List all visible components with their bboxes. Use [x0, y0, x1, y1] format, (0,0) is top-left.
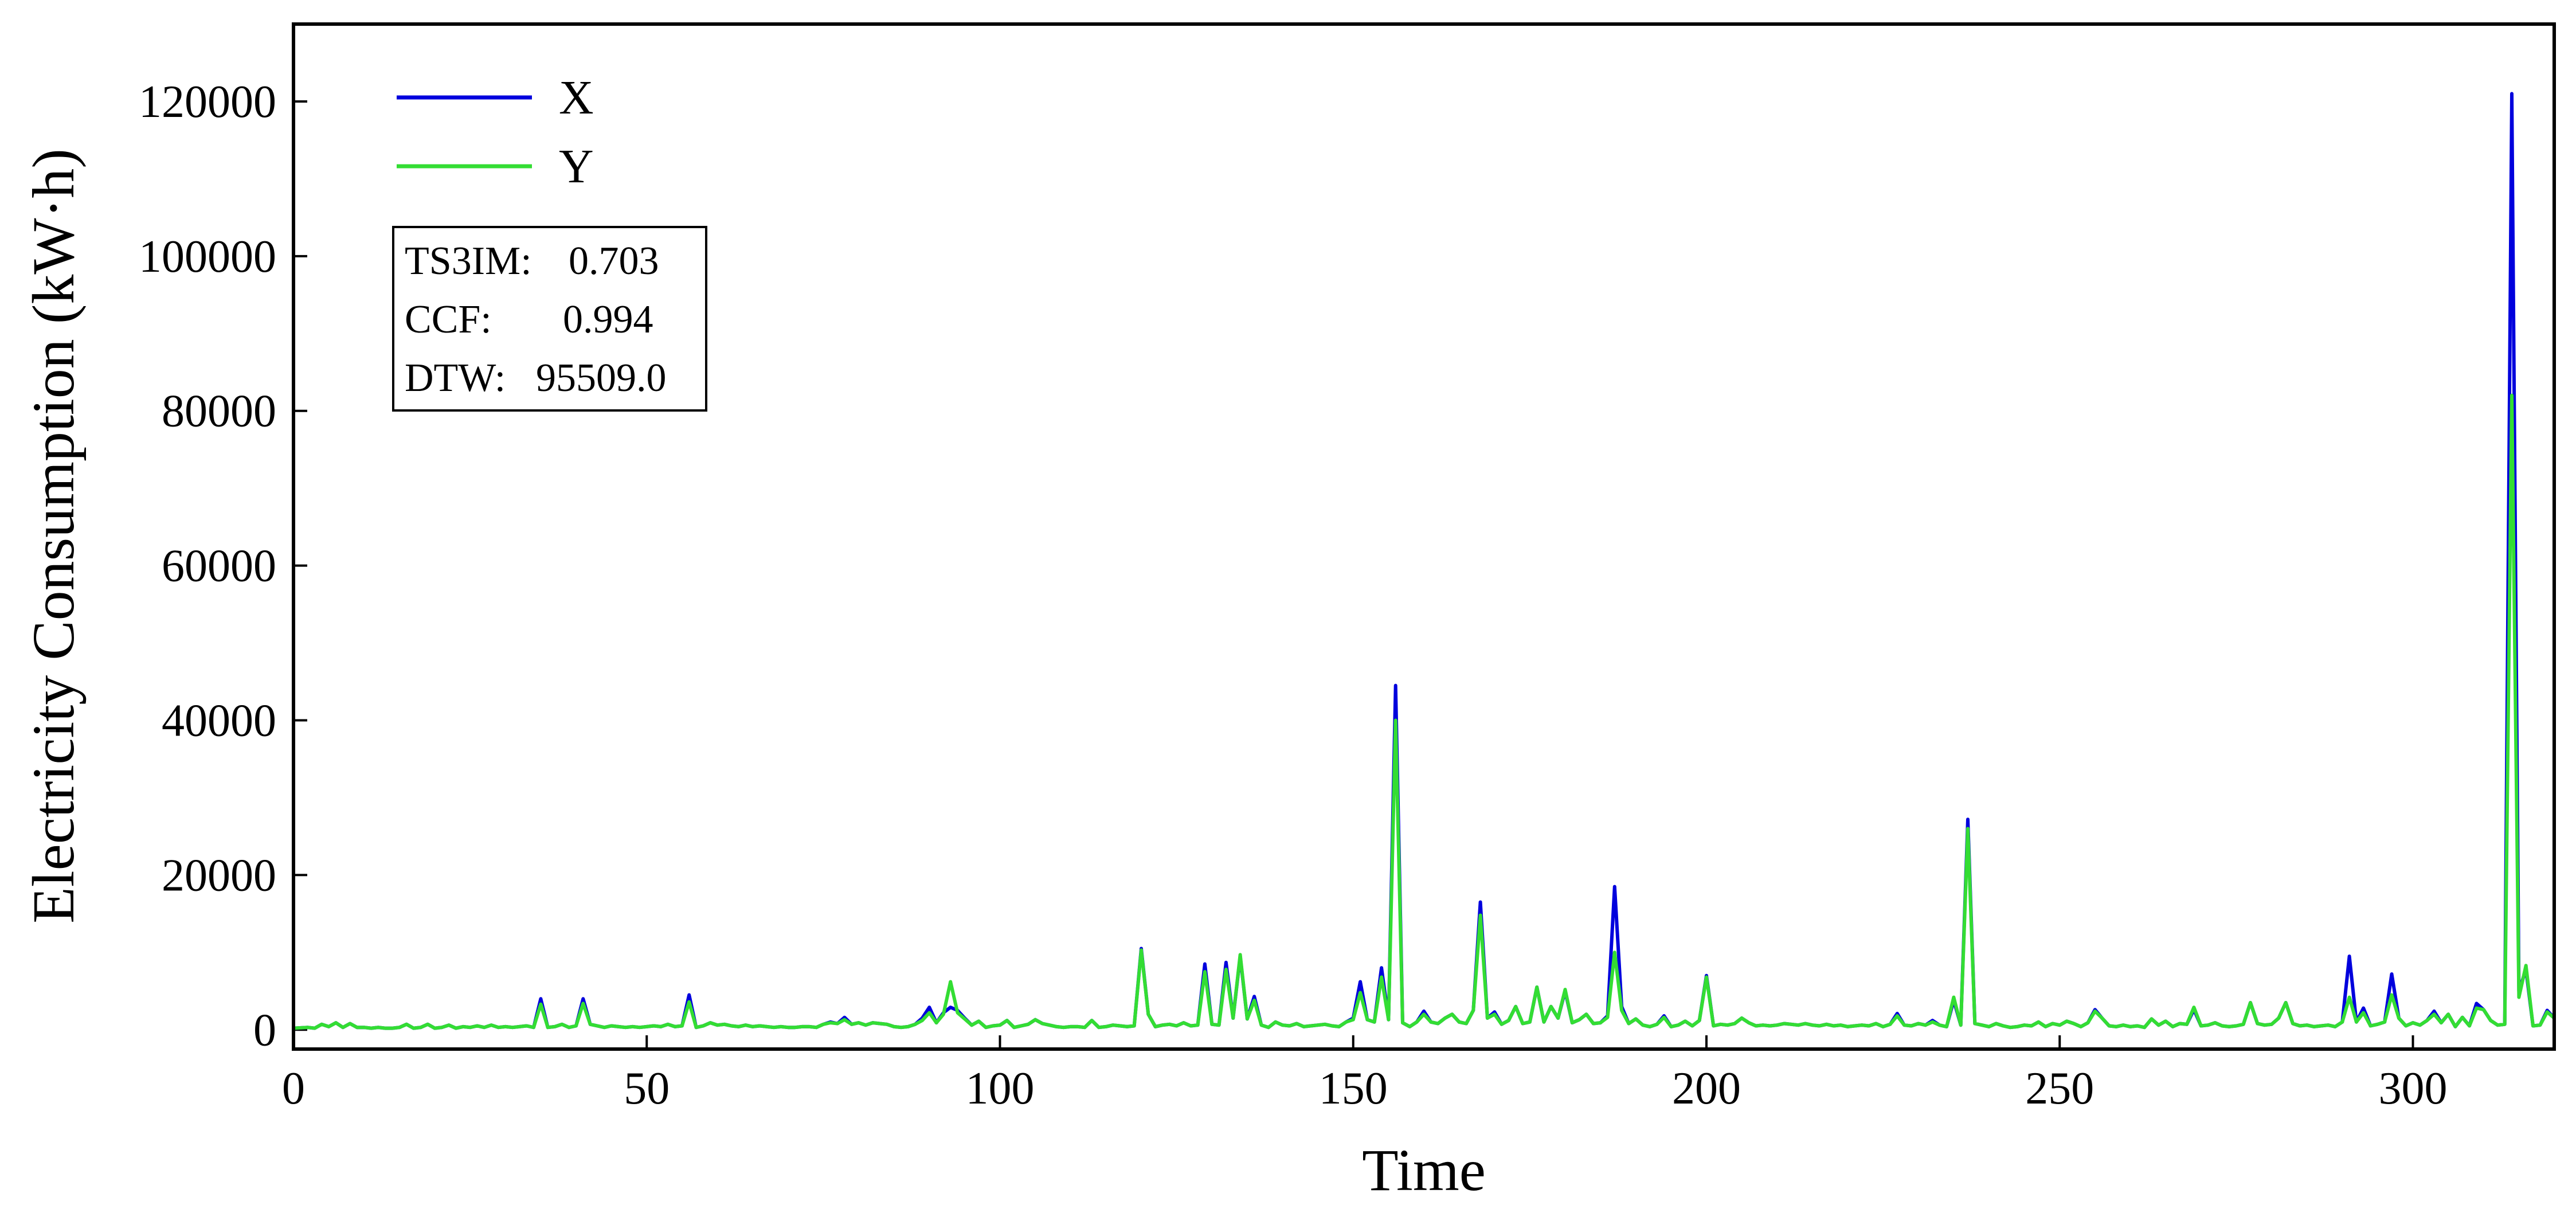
x-axis-title: Time — [1362, 1137, 1486, 1203]
legend-label-x: X — [559, 71, 594, 124]
legend-label-y: Y — [559, 140, 594, 193]
legend: X Y — [397, 71, 594, 193]
y-tick-label-6: 120000 — [139, 77, 276, 127]
x-tick-label-3: 150 — [1319, 1063, 1388, 1114]
series-line-y — [293, 393, 2555, 1030]
y-tick-label-1: 20000 — [162, 850, 276, 901]
y-tick-label-5: 100000 — [139, 232, 276, 282]
y-tick-label-3: 60000 — [162, 541, 276, 592]
metric-ts3im-value: 0.703 — [569, 239, 659, 283]
y-tick-label-4: 80000 — [162, 386, 276, 437]
plot-frame — [292, 22, 2556, 1051]
x-tick-label-4: 200 — [1672, 1063, 1741, 1114]
metric-ccf-label: CCF: — [405, 298, 492, 342]
y-tick-label-2: 40000 — [162, 695, 276, 746]
y-axis-ticks: 0 20000 40000 60000 80000 100000 120000 — [139, 77, 307, 1055]
metrics-box: TS3IM: 0.703 CCF: 0.994 DTW: 95509.0 — [392, 226, 707, 412]
series-layer — [293, 92, 2556, 1030]
metric-dtw-label: DTW: — [405, 356, 506, 400]
y-axis-title: Electricity Consumption (kW·h) — [21, 148, 87, 924]
x-tick-label-2: 100 — [966, 1063, 1035, 1114]
x-tick-label-1: 50 — [624, 1063, 670, 1114]
x-tick-label-6: 300 — [2379, 1063, 2448, 1114]
metric-ccf-value: 0.994 — [563, 298, 653, 342]
y-tick-label-0: 0 — [253, 1005, 276, 1055]
x-tick-label-5: 250 — [2025, 1063, 2094, 1114]
metric-dtw-value: 95509.0 — [536, 356, 667, 400]
x-tick-label-0: 0 — [282, 1063, 305, 1114]
metric-ts3im-label: TS3IM: — [405, 239, 532, 283]
metrics-box-frame — [392, 226, 707, 412]
x-axis-ticks: 0 50 100 150 200 250 300 — [282, 1035, 2448, 1114]
